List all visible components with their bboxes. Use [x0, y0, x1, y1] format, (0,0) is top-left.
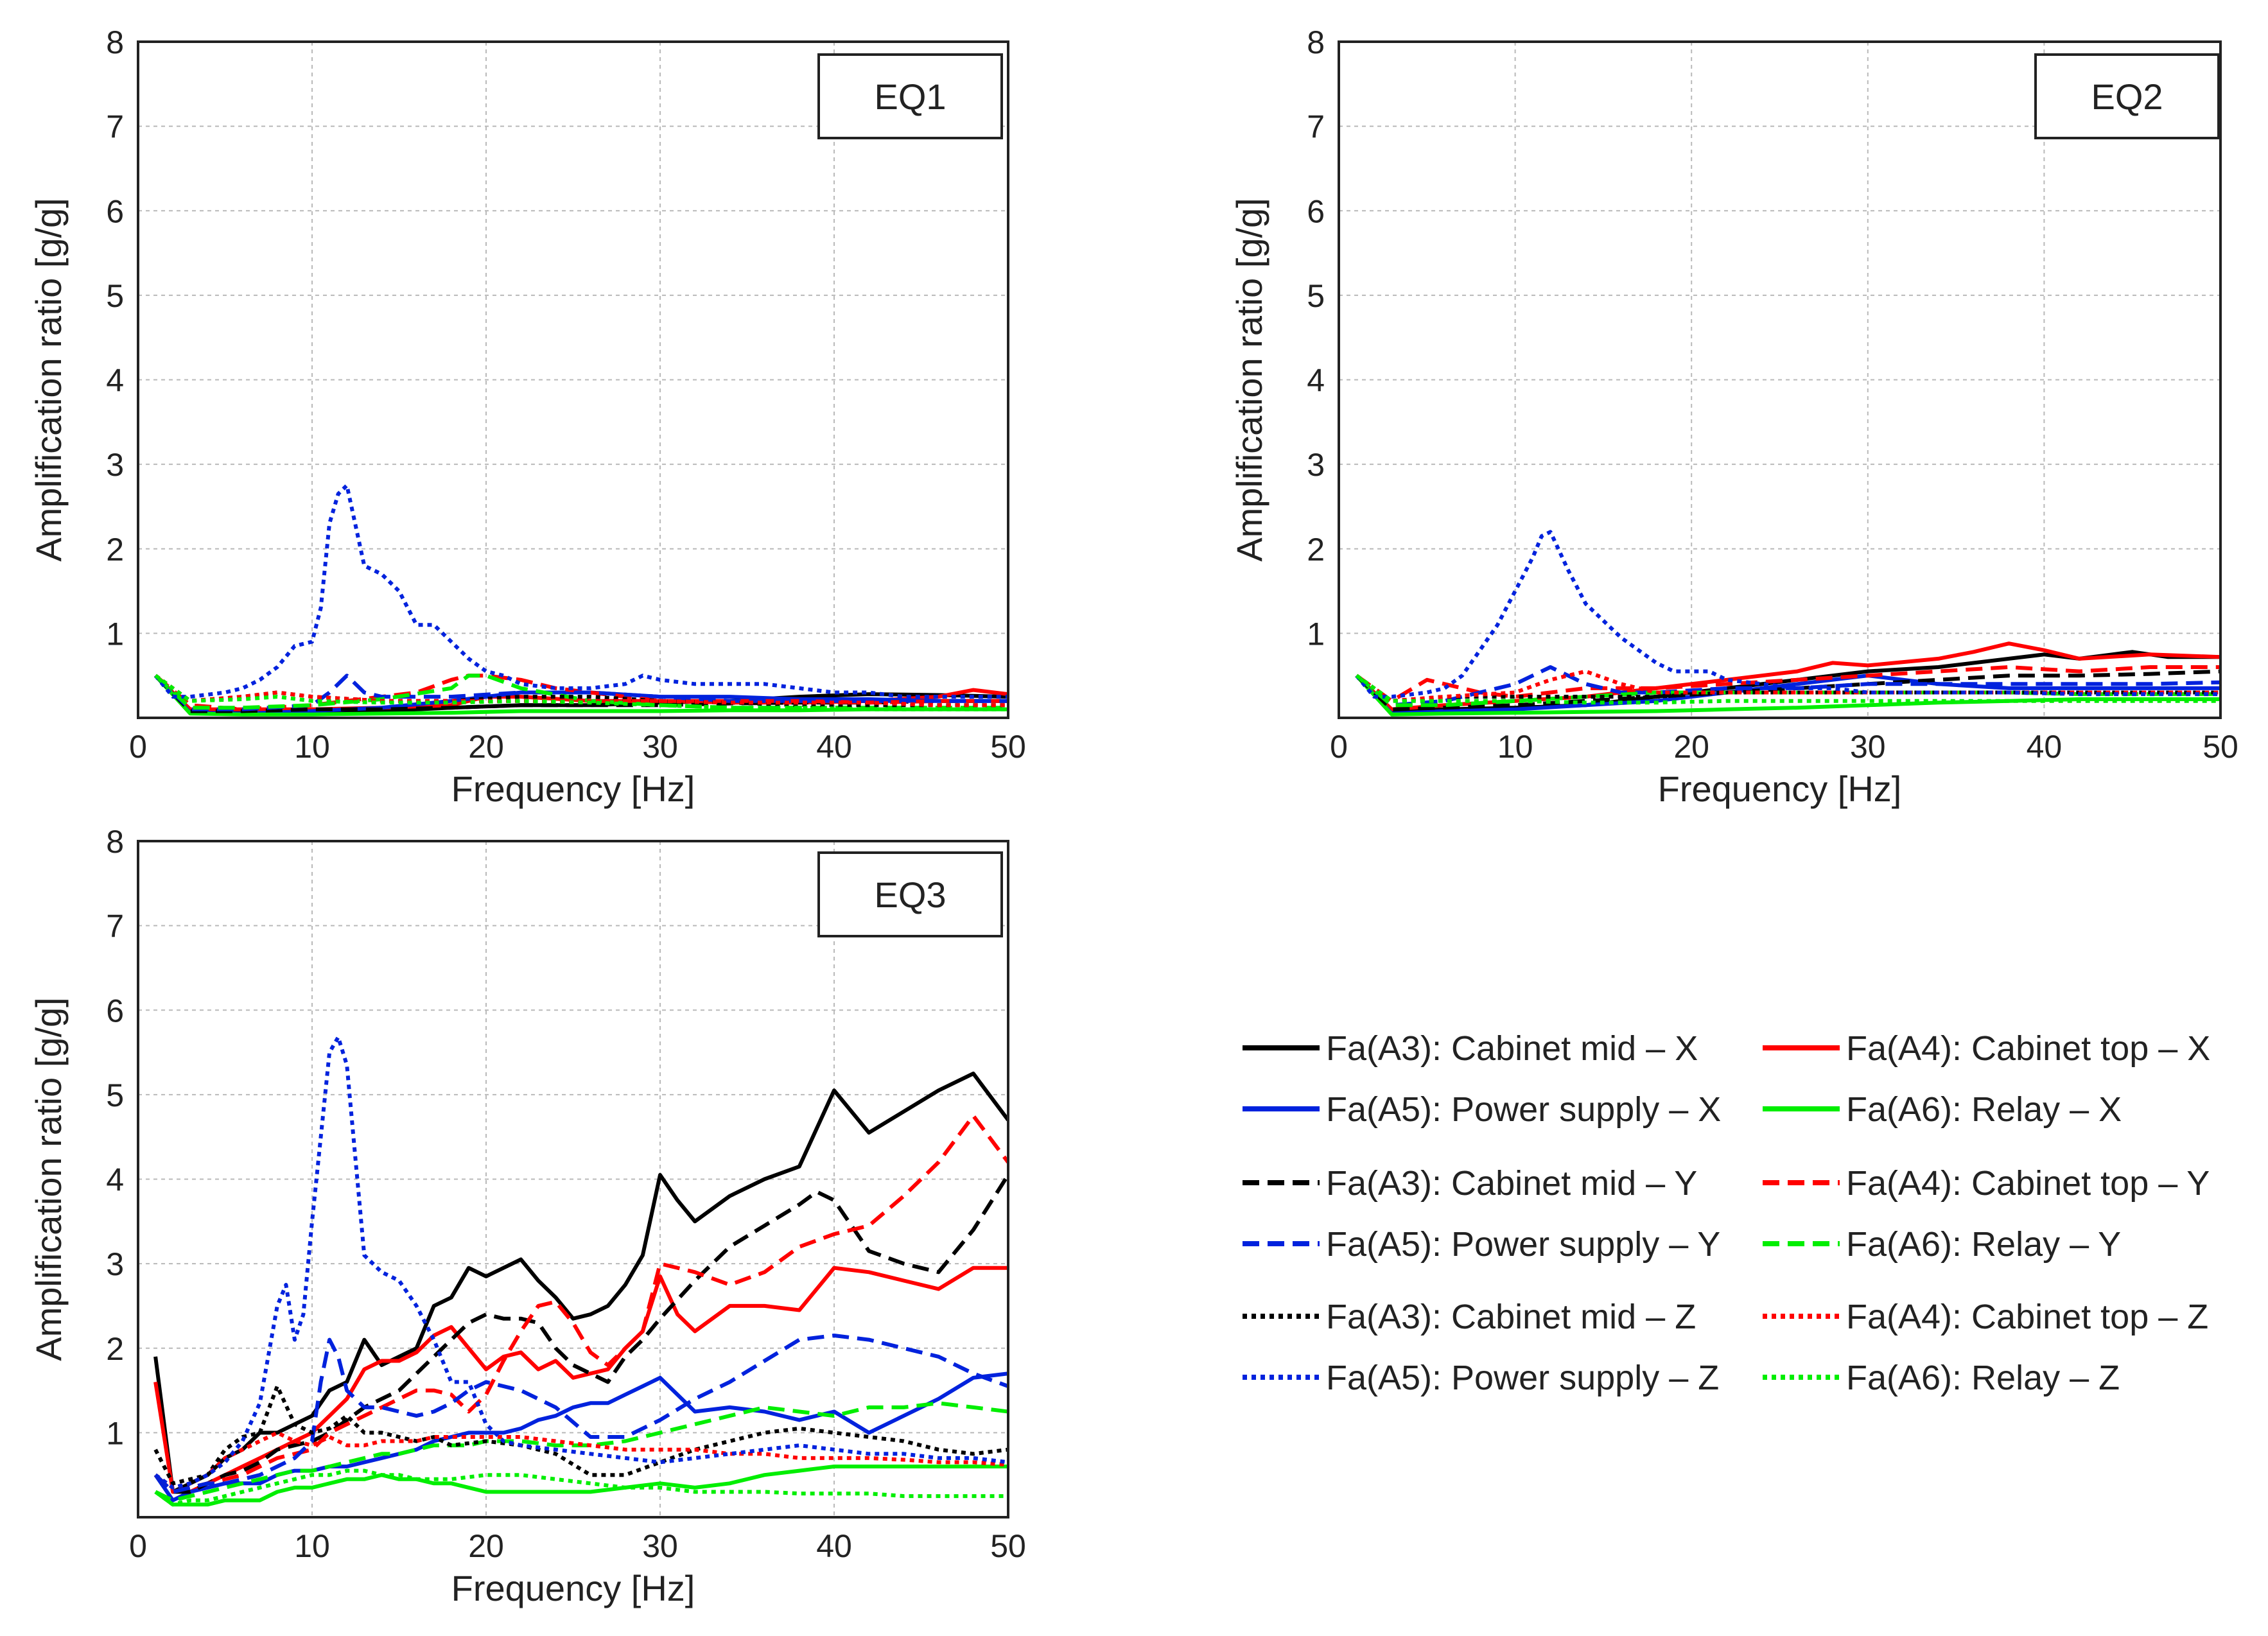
- series-line-fa-a4-cabinet-top-y: [154, 1113, 1008, 1494]
- x-tick-label: 40: [816, 729, 852, 765]
- legend-label: Fa(A4): Cabinet top – Y: [1846, 1164, 2210, 1203]
- x-tick-label: 40: [2027, 729, 2063, 765]
- legend-label: Fa(A3): Cabinet mid – Z: [1326, 1298, 1696, 1336]
- series-line-fa-a3-cabinet-mid-y: [154, 1174, 1008, 1494]
- legend-label: Fa(A6): Relay – Z: [1846, 1359, 2120, 1397]
- y-tick-label: 8: [1307, 24, 1325, 60]
- x-tick-label: 30: [642, 729, 678, 765]
- legend-label: Fa(A4): Cabinet top – X: [1846, 1029, 2210, 1068]
- y-tick-label: 1: [1307, 616, 1325, 652]
- y-tick-label: 3: [106, 1246, 124, 1282]
- x-tick-label: 0: [1330, 729, 1348, 765]
- series-line-fa-a5-power-supply-y: [154, 1334, 1008, 1494]
- y-tick-label: 2: [1307, 532, 1325, 568]
- legend-label: Fa(A6): Relay – X: [1846, 1090, 2122, 1129]
- y-tick-label: 5: [1307, 278, 1325, 314]
- axes-frame: [137, 40, 1009, 719]
- axes-frame: [137, 840, 1009, 1519]
- y-tick-label: 8: [106, 824, 124, 860]
- series-line-fa-a4-cabinet-top-x: [1355, 641, 2220, 711]
- x-tick-label: 20: [1673, 729, 1709, 765]
- panel-title: EQ2: [2091, 76, 2163, 117]
- x-axis-label: Frequency [Hz]: [451, 769, 695, 809]
- x-axis-label: Frequency [Hz]: [451, 1568, 695, 1608]
- y-tick-label: 1: [106, 616, 124, 652]
- legend: Fa(A3): Cabinet mid – X Fa(A4): Cabinet t…: [1243, 1029, 2210, 1397]
- series-line-fa-a6-relay-y: [154, 674, 1008, 710]
- y-tick-label: 3: [1307, 447, 1325, 483]
- x-tick-label: 50: [990, 1528, 1026, 1564]
- x-axis-label: Frequency [Hz]: [1658, 769, 1902, 809]
- legend-label: Fa(A5): Power supply – Z: [1326, 1359, 1719, 1397]
- y-axis-label: Amplification ratio [g/g]: [28, 997, 69, 1361]
- legend-label: Fa(A5): Power supply – Y: [1326, 1225, 1720, 1264]
- y-tick-label: 7: [106, 109, 124, 145]
- y-tick-label: 7: [1307, 109, 1325, 145]
- legend-label: Fa(A3): Cabinet mid – X: [1326, 1029, 1698, 1068]
- x-tick-label: 50: [990, 729, 1026, 765]
- legend-label: Fa(A6): Relay – Y: [1846, 1225, 2121, 1264]
- chart-panel-eq3: 0 10 20 30 40 50 1 2 3 4 5 6 7 8 Frequency [Hz] Amplifi…: [28, 824, 1026, 1608]
- x-tick-label: 0: [129, 729, 147, 765]
- series-line-fa-a5-power-supply-z: [154, 1035, 1008, 1490]
- y-tick-label: 5: [106, 1077, 124, 1113]
- series-line-fa-a6-relay-z: [1355, 674, 2220, 705]
- x-tick-label: 30: [642, 1528, 678, 1564]
- axes-frame: [1338, 40, 2222, 719]
- y-tick-label: 2: [106, 532, 124, 568]
- x-tick-label: 50: [2203, 729, 2238, 765]
- series-line-fa-a4-cabinet-top-y: [1355, 665, 2220, 703]
- y-tick-label: 3: [106, 447, 124, 483]
- y-tick-label: 6: [1307, 193, 1325, 229]
- x-tick-label: 30: [1850, 729, 1886, 765]
- legend-label: Fa(A4): Cabinet top – Z: [1846, 1298, 2208, 1336]
- panel-title-box: [2034, 53, 2220, 139]
- y-tick-label: 4: [1307, 363, 1325, 399]
- y-tick-label: 1: [106, 1415, 124, 1451]
- chart-panel-eq1: 0 10 20 30 40 50 1 2 3 4 5 6 7 8 Frequency [Hz] Amplifi…: [28, 24, 1026, 809]
- panel-title-box: [817, 53, 1003, 139]
- series-group: [153, 1035, 1008, 1507]
- y-tick-label: 4: [106, 363, 124, 399]
- y-axis-label: Amplification ratio [g/g]: [28, 198, 69, 561]
- x-tick-label: 40: [816, 1528, 852, 1564]
- x-tick-label: 10: [294, 1528, 330, 1564]
- series-line-fa-a5-power-supply-z: [153, 483, 1008, 699]
- x-tick-label: 0: [129, 1528, 147, 1564]
- series-line-fa-a4-cabinet-top-z: [154, 1431, 1008, 1490]
- panel-title: EQ3: [874, 875, 946, 915]
- y-tick-label: 5: [106, 278, 124, 314]
- chart-panel-eq2: 0 10 20 30 40 50 1 2 3 4 5 6 7 8 Frequency [Hz] Amplifi…: [1229, 24, 2238, 809]
- y-axis-label: Amplification ratio [g/g]: [1229, 198, 1269, 561]
- series-line-fa-a3-cabinet-mid-x: [153, 1072, 1008, 1494]
- y-tick-label: 2: [106, 1331, 124, 1367]
- series-line-fa-a3-cabinet-mid-z: [153, 1384, 1008, 1486]
- y-tick-label: 6: [106, 993, 124, 1029]
- legend-label: Fa(A5): Power supply – X: [1326, 1090, 1721, 1129]
- series-line-fa-a6-relay-x: [154, 1465, 1008, 1507]
- series-group: [1355, 530, 2220, 717]
- y-tick-label: 6: [106, 193, 124, 229]
- series-line-fa-a6-relay-z: [154, 1468, 1008, 1507]
- series-line-fa-a3-cabinet-mid-y: [1355, 669, 2220, 711]
- y-tick-label: 8: [106, 24, 124, 60]
- series-group: [153, 483, 1008, 717]
- y-tick-label: 7: [106, 909, 124, 944]
- series-line-fa-a5-power-supply-z: [1355, 530, 2220, 699]
- x-tick-label: 20: [468, 1528, 504, 1564]
- x-tick-label: 10: [294, 729, 330, 765]
- y-tick-label: 4: [106, 1162, 124, 1198]
- x-tick-label: 20: [468, 729, 504, 765]
- panel-title: EQ1: [874, 76, 946, 117]
- series-line-fa-a5-power-supply-y: [154, 674, 1008, 711]
- x-tick-label: 10: [1497, 729, 1533, 765]
- panel-title-box: [817, 851, 1003, 937]
- legend-label: Fa(A3): Cabinet mid – Y: [1326, 1164, 1697, 1203]
